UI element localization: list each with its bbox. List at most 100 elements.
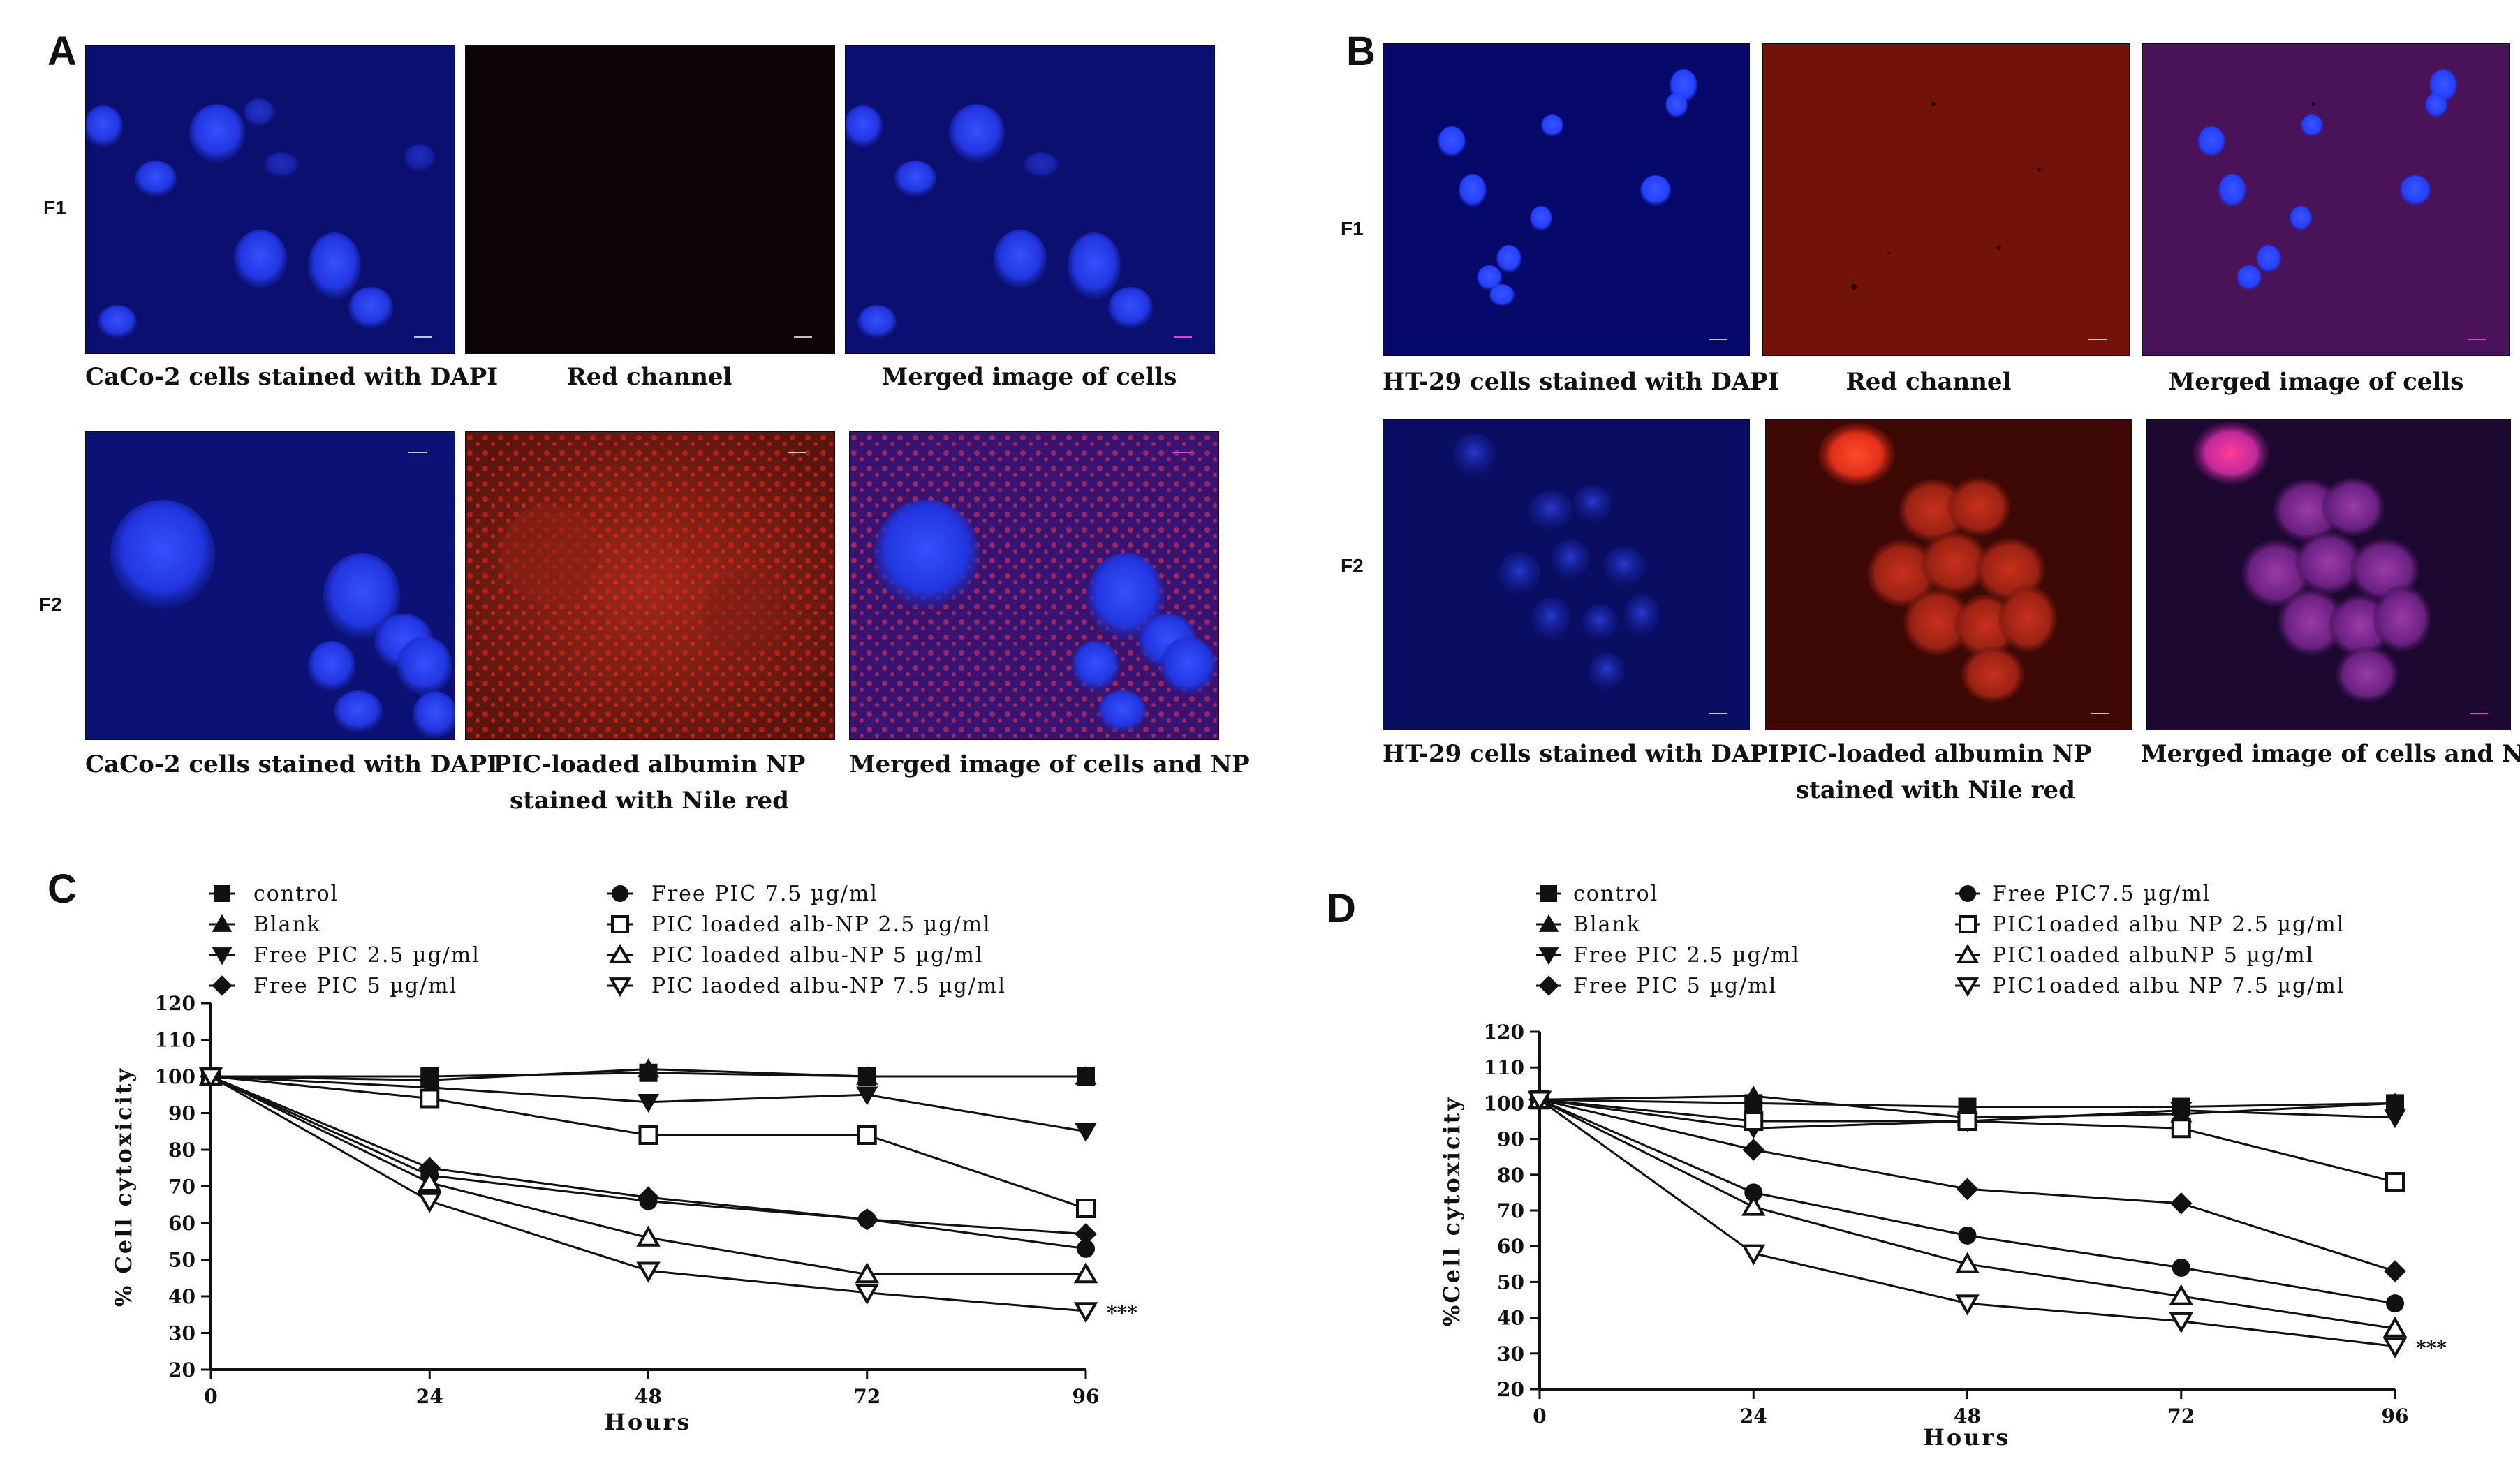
- legend-label: PIC1oaded albu NP 2.5 µg/ml: [1992, 912, 2345, 937]
- panel-a-f1-caption-red: Red channel: [566, 363, 732, 391]
- y-tick-label: 20: [1497, 1378, 1524, 1401]
- legend-label: Free PIC 2.5 µg/ml: [253, 943, 480, 968]
- data-point: [1744, 1111, 1764, 1131]
- legend-marker: [212, 947, 233, 965]
- data-point: [2384, 1109, 2406, 1129]
- data-point: [418, 1079, 441, 1098]
- panel-a-f1-caption-merged: Merged image of cells: [881, 363, 1177, 391]
- legend-label: Blank: [253, 912, 321, 937]
- legend-label: Free PIC 2.5 µg/ml: [1573, 943, 1800, 968]
- panel-b-f2-caption-merged: Merged image of cells and NP: [2141, 740, 2520, 768]
- legend-marker: [608, 977, 632, 998]
- data-point: [2384, 1260, 2406, 1282]
- y-tick-label: 40: [1497, 1307, 1524, 1330]
- data-point: [1955, 1294, 1980, 1316]
- x-tick-label: 48: [635, 1385, 662, 1408]
- legend-marker: [1538, 914, 1559, 932]
- y-tick-label: 40: [168, 1285, 196, 1308]
- panel-b-f2-merged-image: [2146, 419, 2511, 730]
- x-tick-label: 0: [204, 1385, 217, 1408]
- x-tick-label: 24: [416, 1385, 443, 1408]
- data-point: [855, 1283, 880, 1305]
- y-tick-label: 30: [1497, 1342, 1524, 1365]
- legend: control Blank Free PIC 2.5 µg/ml Free PIC 5…: [1536, 882, 2345, 998]
- series-7: [1527, 1090, 2408, 1358]
- y-tick-label: 60: [168, 1212, 196, 1235]
- data-point: [2169, 1284, 2194, 1305]
- y-tick-label: 80: [1497, 1164, 1524, 1187]
- data-point: [1077, 1239, 1095, 1258]
- x-axis-label: Hours: [1924, 1424, 2011, 1451]
- legend-marker: [1538, 975, 1559, 996]
- data-point: [856, 1086, 878, 1106]
- legend-marker: [612, 885, 628, 902]
- y-tick-label: 60: [1497, 1235, 1524, 1258]
- y-tick-label: 80: [168, 1139, 196, 1162]
- data-point: [1742, 1085, 1764, 1104]
- legend-label: PIC loaded albu-NP 5 µg/ml: [651, 943, 983, 968]
- panel-a-f2-caption-dapi: CaCo-2 cells stained with DAPI: [85, 750, 499, 778]
- chart-d: 20 30 40 50 60 70 80 90 100 110 120 0 24 48 72 96 Hours%…: [1438, 882, 2447, 1451]
- data-point: [198, 1067, 223, 1089]
- legend-marker: [1959, 915, 1977, 933]
- data-point: [856, 1065, 878, 1085]
- data-point: [636, 1261, 661, 1283]
- data-point: [2169, 1192, 2193, 1215]
- data-point: [2382, 1316, 2408, 1338]
- y-tick-label: 20: [168, 1358, 196, 1382]
- legend-marker: [1959, 885, 1976, 902]
- legend-label: PIC loaded alb-NP 2.5 µg/ml: [651, 912, 992, 937]
- x-tick-label: 72: [853, 1385, 880, 1408]
- y-tick-label: 120: [1484, 1021, 1524, 1044]
- panel-a-f2-nile-red-image: [465, 431, 835, 740]
- y-tick-label: 100: [155, 1065, 196, 1088]
- legend-label: Free PIC 5 µg/ml: [1573, 974, 1777, 998]
- panel-b-f1-caption-dapi: HT-29 cells stained with DAPI: [1383, 368, 1779, 396]
- panel-b-f2-caption-nile-red-line2: stained with Nile red: [1796, 776, 2075, 804]
- y-axis-label: %Cell cytoxicity: [1438, 1096, 1465, 1326]
- y-tick-label: 50: [168, 1249, 196, 1272]
- data-point: [637, 1093, 660, 1113]
- legend-label: Free PIC 7.5 µg/ml: [651, 882, 878, 906]
- legend: control Blank Free PIC 2.5 µg/ml Free PIC 5…: [209, 882, 1006, 998]
- series-5: [1530, 1090, 2405, 1192]
- data-point: [2385, 1172, 2405, 1192]
- panel-a-f1-caption-dapi: CaCo-2 cells stained with DAPI: [85, 363, 499, 391]
- panel-a-row-f2-label: F2: [39, 593, 62, 615]
- panel-a-row-f1-label: F1: [43, 197, 66, 219]
- x-tick-label: 0: [1533, 1405, 1546, 1428]
- panel-a-f2-dapi-image: [85, 431, 455, 740]
- legend-label: Blank: [1573, 912, 1641, 937]
- y-tick-label: 50: [1497, 1271, 1524, 1294]
- legend-marker: [1956, 977, 1980, 998]
- data-point: [1742, 1139, 1765, 1161]
- data-point: [639, 1192, 658, 1210]
- y-tick-label: 70: [1497, 1199, 1524, 1222]
- legend-label: PIC laoded albu-NP 7.5 µg/ml: [651, 974, 1006, 998]
- data-point: [1955, 1252, 1980, 1273]
- data-point: [1527, 1090, 1552, 1112]
- legend-marker: [611, 915, 629, 933]
- series-3: [200, 1065, 1097, 1245]
- panel-b-label: B: [1346, 29, 1376, 74]
- panel-a-f2-caption-merged: Merged image of cells and NP: [849, 750, 1250, 778]
- panel-b-f2-nile-red-image: [1765, 419, 2132, 730]
- panel-b-f1-caption-red: Red channel: [1845, 368, 2012, 396]
- data-point: [636, 1225, 661, 1247]
- data-point: [1076, 1199, 1096, 1218]
- legend-marker: [212, 914, 233, 932]
- data-point: [1073, 1262, 1098, 1284]
- x-tick-label: 72: [2167, 1405, 2195, 1428]
- panel-a-f2-caption-nile-red-line1: PIC-loaded albumin NP: [493, 750, 806, 778]
- x-tick-label: 48: [1954, 1405, 1981, 1428]
- data-point: [1956, 1178, 1979, 1201]
- legend-marker: [1956, 943, 1980, 963]
- panel-a-f1-merged-image: [845, 45, 1215, 354]
- legend-marker: [1540, 885, 1557, 902]
- legend-marker: [1538, 947, 1559, 965]
- y-tick-label: 90: [168, 1102, 196, 1125]
- series-line: [1539, 1098, 2396, 1330]
- chart-c: 20 30 40 50 60 70 80 90 100 110 120 0 24 48 72 96 Hours%…: [110, 882, 1137, 1435]
- y-axis-label: % Cell cytoxicity: [110, 1067, 137, 1307]
